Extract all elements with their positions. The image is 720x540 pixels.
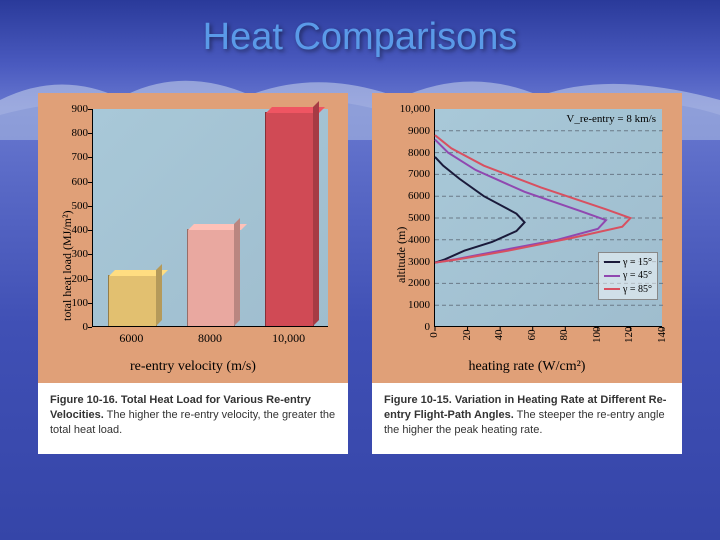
- left-panel: total heat load (MJ/m²) re-entry velocit…: [38, 93, 348, 454]
- line-chart-outer: V_re-entry = 8 km/s γ = 15°γ = 45°γ = 85…: [372, 93, 682, 383]
- bar-plot-area: [92, 109, 328, 327]
- bar-ytick: 200: [58, 273, 88, 285]
- velocity-annotation: V_re-entry = 8 km/s: [566, 113, 656, 125]
- line-ytick: 7000: [394, 168, 430, 180]
- bar-xtick: 8000: [171, 331, 250, 346]
- line-ytick: 3000: [394, 256, 430, 268]
- line-ytick: 2000: [394, 277, 430, 289]
- legend-item: γ = 45°: [604, 269, 652, 283]
- line-ytick: 6000: [394, 190, 430, 202]
- bar-ytick: 500: [58, 200, 88, 212]
- bar-ytick: 0: [58, 321, 88, 333]
- line-plot-area: V_re-entry = 8 km/s γ = 15°γ = 45°γ = 85…: [434, 109, 662, 327]
- line-xtick: 60: [526, 327, 538, 343]
- bar-chart-outer: total heat load (MJ/m²) re-entry velocit…: [38, 93, 348, 383]
- line-xtick: 20: [461, 327, 473, 343]
- line-xtick: 80: [558, 327, 570, 343]
- bar-ytick: 300: [58, 248, 88, 260]
- legend-item: γ = 85°: [604, 283, 652, 297]
- bar-ytick: 600: [58, 176, 88, 188]
- line-xtick: 140: [656, 327, 668, 343]
- line-xtick: 100: [591, 327, 603, 343]
- line-xtick: 0: [428, 327, 440, 343]
- bar-ytick: 900: [58, 103, 88, 115]
- bar-ytick: 400: [58, 224, 88, 236]
- line-ytick: 4000: [394, 234, 430, 246]
- line-ytick: 5000: [394, 212, 430, 224]
- line-xtick: 40: [493, 327, 505, 343]
- legend-item: γ = 15°: [604, 256, 652, 270]
- caption-figno: Figure 10-15.: [384, 394, 452, 406]
- right-panel: V_re-entry = 8 km/s γ = 15°γ = 45°γ = 85…: [372, 93, 682, 454]
- bar-ytick: 100: [58, 297, 88, 309]
- line-ytick: 0: [394, 321, 430, 333]
- bar-xtick: 6000: [92, 331, 171, 346]
- page-title: Heat Comparisons: [0, 0, 720, 59]
- line-ytick: 8000: [394, 147, 430, 159]
- line-ytick: 1000: [394, 299, 430, 311]
- bar: [187, 229, 236, 326]
- bar-xlabel: re-entry velocity (m/s): [48, 359, 338, 375]
- bar-ytick: 800: [58, 127, 88, 139]
- line-xlabel: heating rate (W/cm²): [382, 359, 672, 375]
- legend-box: γ = 15°γ = 45°γ = 85°: [598, 252, 658, 301]
- right-caption: Figure 10-15. Variation in Heating Rate …: [372, 383, 682, 454]
- caption-figno: Figure 10-16.: [50, 394, 118, 406]
- left-caption: Figure 10-16. Total Heat Load for Variou…: [38, 383, 348, 454]
- bar-ytick: 700: [58, 151, 88, 163]
- bar-xtick: 10,000: [249, 331, 328, 346]
- bar: [108, 275, 157, 326]
- line-ytick: 10,000: [394, 103, 430, 115]
- line-ytick: 9000: [394, 125, 430, 137]
- bar: [265, 112, 314, 326]
- line-xtick: 120: [623, 327, 635, 343]
